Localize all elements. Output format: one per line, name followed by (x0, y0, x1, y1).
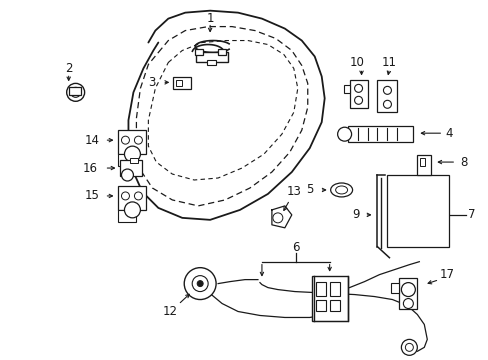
Polygon shape (271, 206, 291, 228)
Bar (315, 282, 325, 296)
Text: 11: 11 (381, 56, 396, 69)
Bar (399, 278, 416, 310)
Text: 6: 6 (291, 241, 299, 254)
Bar (195, 49, 203, 55)
Text: 16: 16 (83, 162, 98, 175)
Circle shape (337, 127, 351, 141)
Ellipse shape (335, 186, 347, 194)
Circle shape (383, 100, 390, 108)
Circle shape (71, 87, 81, 97)
Circle shape (66, 84, 84, 101)
Circle shape (134, 192, 142, 200)
Circle shape (405, 343, 412, 351)
Bar (347, 126, 412, 142)
Text: 2: 2 (65, 62, 72, 75)
Circle shape (184, 268, 216, 300)
Circle shape (134, 136, 142, 144)
Bar (343, 85, 349, 93)
Bar (329, 282, 339, 296)
Bar (173, 77, 191, 89)
Bar (377, 80, 397, 112)
Bar (176, 80, 182, 86)
Text: 9: 9 (351, 208, 359, 221)
Bar (311, 276, 347, 321)
Bar (118, 210, 136, 222)
Bar (130, 158, 138, 163)
Bar (118, 130, 146, 154)
Text: 7: 7 (468, 208, 475, 221)
Text: 4: 4 (445, 127, 452, 140)
Bar (329, 300, 339, 311)
Bar (416, 155, 430, 175)
Text: 3: 3 (148, 76, 156, 89)
Bar (315, 300, 325, 311)
Bar (420, 158, 425, 166)
Circle shape (121, 169, 133, 181)
Bar (386, 175, 448, 247)
Circle shape (124, 202, 140, 218)
Bar (218, 49, 225, 55)
Text: 14: 14 (85, 134, 100, 147)
Circle shape (354, 84, 362, 92)
Circle shape (403, 298, 412, 309)
Bar (120, 160, 142, 176)
Text: 5: 5 (305, 184, 313, 197)
Circle shape (401, 339, 416, 355)
Text: 12: 12 (163, 305, 178, 318)
Text: 8: 8 (460, 156, 467, 168)
Text: 1: 1 (206, 12, 213, 25)
Bar (207, 60, 216, 66)
Circle shape (121, 192, 129, 200)
Bar (68, 87, 81, 95)
Circle shape (354, 96, 362, 104)
Text: 17: 17 (439, 268, 454, 281)
Text: 10: 10 (349, 56, 364, 69)
Text: 15: 15 (85, 189, 100, 202)
Circle shape (383, 86, 390, 94)
Bar (118, 186, 146, 210)
Bar (349, 80, 367, 108)
Bar (390, 283, 399, 293)
Bar (196, 53, 227, 62)
Circle shape (192, 276, 208, 292)
Text: 13: 13 (286, 185, 301, 198)
Circle shape (272, 213, 282, 223)
Circle shape (401, 283, 414, 297)
Circle shape (121, 136, 129, 144)
Ellipse shape (330, 183, 352, 197)
Circle shape (124, 146, 140, 162)
Circle shape (197, 280, 203, 287)
Bar (118, 154, 136, 166)
